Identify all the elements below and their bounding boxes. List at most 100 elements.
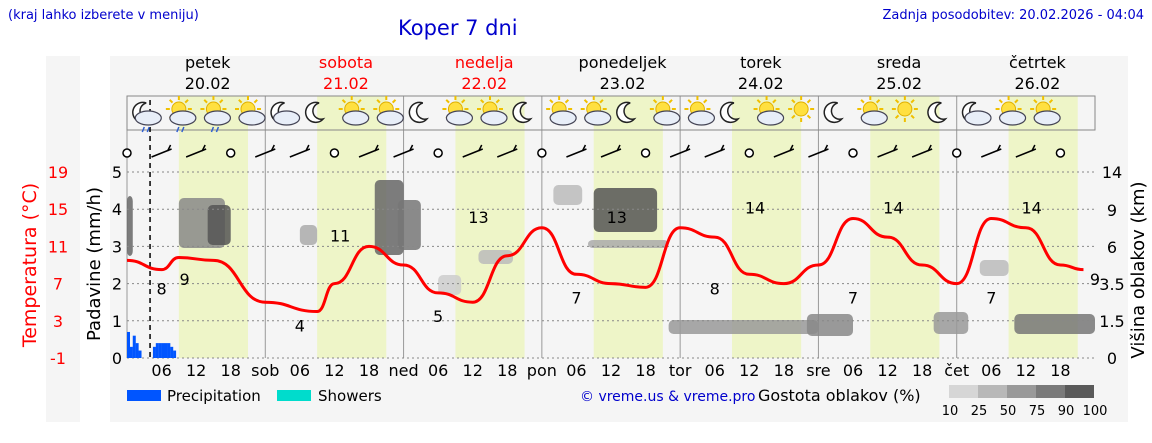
x-tick-label: 12 — [1016, 361, 1036, 380]
temperature-tick: -1 — [50, 349, 66, 368]
x-tick-label: 12 — [324, 361, 344, 380]
day-date: 26.02 — [1014, 74, 1060, 93]
x-tick-label: ned — [389, 361, 419, 380]
precipitation-bar — [127, 331, 130, 358]
cloud-density-area — [933, 312, 969, 334]
precipitation-bar — [173, 350, 177, 358]
wind-barb-flag — [892, 144, 898, 152]
wind-barb-flag — [512, 144, 517, 152]
rain-drop — [181, 126, 185, 133]
x-tick-label: čet — [944, 361, 969, 380]
cloud-density-swatch — [1007, 385, 1036, 398]
temperature-label: 8 — [156, 279, 166, 298]
wind-calm-icon — [122, 148, 132, 158]
sun-partly-icon — [546, 96, 577, 126]
night-cloud-rain-icon — [132, 101, 162, 133]
wind-calm-icon — [225, 148, 236, 158]
cloud-height-tick: 14 — [1102, 163, 1122, 182]
cloud-shape — [1033, 110, 1061, 126]
temperature-tick: 3 — [53, 312, 63, 331]
x-tick-label: 18 — [774, 361, 794, 380]
wind-calm-icon — [951, 148, 962, 158]
temperature-label: 7 — [986, 289, 996, 308]
wind-barb-flag — [478, 144, 483, 152]
moon-shape — [304, 101, 326, 124]
sun-ray — [998, 99, 1003, 104]
moon-shape — [616, 101, 637, 124]
cloud-shape — [342, 110, 370, 126]
day-name: ponedeljek — [579, 53, 668, 72]
sun-ray — [357, 99, 362, 104]
temperature-label: 7 — [571, 289, 581, 308]
wind-barb-flag — [374, 144, 379, 152]
x-tick-label: sre — [806, 361, 830, 380]
temperature-line — [126, 216, 1084, 314]
sun-ray — [1014, 99, 1019, 104]
x-tick-label: 18 — [359, 361, 379, 380]
precipitation-bar — [155, 343, 159, 358]
cloud-density-area — [593, 188, 658, 232]
wind-calm-icon — [537, 148, 547, 158]
moon-icon — [927, 101, 948, 124]
day-date: 23.02 — [600, 74, 646, 93]
wind-barb-flag — [1031, 144, 1036, 152]
cloud-density-area — [553, 185, 583, 205]
moon-shape — [719, 101, 741, 124]
daytime-band — [732, 96, 802, 358]
day-date: 25.02 — [876, 74, 922, 93]
sun-ray — [480, 99, 485, 104]
moon-icon — [304, 101, 326, 124]
sun-ray — [564, 99, 570, 104]
cloud-density-swatch — [978, 385, 1007, 398]
wind-calm-icon — [848, 148, 858, 158]
cloud-shape — [584, 110, 612, 126]
cloud-height-tick: 0 — [1107, 349, 1117, 368]
temperature-axis-label: Temperatura (°C) — [19, 183, 41, 348]
x-tick-label: 06 — [981, 361, 1001, 380]
moon-shape — [823, 101, 844, 124]
cloud-density-level: 50 — [1000, 404, 1017, 419]
wind-calm-icon — [640, 148, 651, 158]
cloud-density-title: Gostota oblakov (%) — [758, 386, 921, 405]
sun-ray — [599, 99, 604, 104]
sun-icon — [891, 96, 918, 122]
cloud-density-area — [979, 260, 1009, 276]
rain-drop — [210, 126, 215, 133]
moon-icon — [823, 101, 844, 124]
cloud-density-swatch — [949, 385, 978, 398]
cloud-density-area — [397, 200, 421, 250]
sun-ray — [376, 99, 381, 104]
cloud-density-level: 10 — [942, 404, 959, 419]
temperature-label: 13 — [468, 208, 488, 227]
wind-barb-flag — [305, 144, 310, 152]
temperature-tick: 15 — [48, 200, 68, 219]
icon-row-frame — [126, 95, 1096, 131]
cloud-shape — [445, 110, 474, 126]
temperature-label: 14 — [883, 199, 903, 218]
x-tick-label: 06 — [151, 361, 171, 380]
cloud-density-area — [127, 196, 133, 256]
daytime-band — [455, 96, 525, 358]
precipitation-bar — [152, 346, 156, 358]
x-tick-label: 18 — [497, 361, 517, 380]
sun-ray — [860, 99, 865, 104]
temperature-label: 9 — [180, 270, 190, 289]
precipitation-bar — [158, 343, 162, 358]
sun-ray — [203, 99, 208, 104]
sun-ray — [894, 114, 900, 119]
precipitation-bar — [129, 346, 133, 358]
x-tick-label: 06 — [843, 361, 863, 380]
sun-ray — [703, 99, 708, 104]
sun-ray — [549, 99, 554, 104]
cloud-shape — [272, 110, 301, 126]
sun-ray — [806, 114, 812, 119]
showers-legend-swatch — [277, 390, 311, 401]
temperature-label: 9 — [1090, 270, 1100, 289]
temperature-label: 11 — [330, 226, 350, 245]
cloud-shape — [756, 110, 785, 126]
x-tick-label: 12 — [186, 361, 206, 380]
wind-barb-flag — [166, 144, 172, 152]
sun-partly-icon — [442, 96, 474, 126]
cloud-height-tick: 3.5 — [1099, 275, 1124, 294]
